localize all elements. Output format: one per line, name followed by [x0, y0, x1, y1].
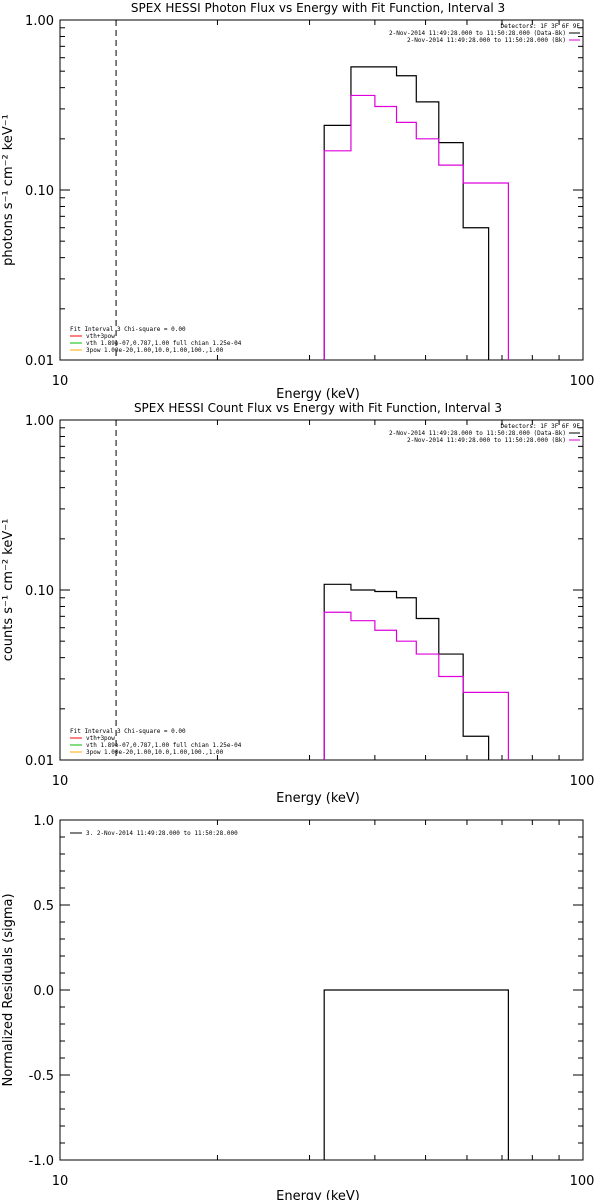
x-tick-label: 10: [52, 1174, 69, 1189]
fit-legend-item: vth+3pow: [86, 333, 115, 340]
detectors-label: Detectors: 1F 3F 6F 9F: [501, 23, 581, 30]
panel-count-flux: SPEX HESSI Count Flux vs Energy with Fit…: [1, 401, 594, 806]
axis-ticks: [59, 19, 584, 361]
fit-legend: Fit Interval 3 Chi-square = 0.00 vth+3po…: [70, 728, 242, 756]
y-tick-label: -1.0: [29, 1154, 54, 1169]
x-tick-label: 10: [52, 374, 69, 389]
fit-legend-item: vth 1.89e-07,0.787,1.00 full chian 1.25e…: [86, 742, 242, 749]
y-tick-label: -0.5: [29, 1069, 54, 1084]
x-tick-label: 100: [570, 374, 595, 389]
legend: 3. 2-Nov-2014 11:49:28.000 to 11:50:28.0…: [70, 830, 238, 837]
series-line-1: [323, 94, 509, 360]
y-axis-label: photons s⁻¹ cm⁻² keV⁻¹: [1, 114, 16, 266]
series-group: [323, 583, 509, 760]
x-tick-label: 10: [52, 774, 69, 789]
y-tick-label: 0.5: [33, 899, 54, 914]
series-line-0: [323, 66, 490, 360]
axis-ticks: [59, 819, 584, 1161]
fit-legend-item: vth+3pow: [86, 735, 115, 742]
fit-legend: Fit Interval 3 Chi-square = 0.00 vth+3po…: [70, 326, 242, 354]
legend: 2-Nov-2014 11:49:28.000 to 11:50:28.000 …: [389, 30, 580, 44]
fit-legend-item: vth 1.89e-07,0.787,1.00 full chian 1.25e…: [86, 340, 242, 347]
axis-ticks: [59, 419, 584, 761]
legend: 2-Nov-2014 11:49:28.000 to 11:50:28.000 …: [389, 430, 580, 444]
y-axis-label: Normalized Residuals (sigma): [1, 893, 16, 1086]
detectors-label: Detectors: 1F 3F 6F 9F: [501, 423, 581, 430]
panel-residuals: Energy (keV) Normalized Residuals (sigma…: [1, 814, 594, 1200]
series-line-1: [323, 611, 509, 760]
series-group: [323, 66, 509, 360]
panel-photon-flux: SPEX HESSI Photon Flux vs Energy with Fi…: [1, 1, 594, 402]
y-tick-label: 1.0: [33, 814, 54, 829]
x-tick-label: 100: [570, 774, 595, 789]
y-tick-label: 0.10: [25, 184, 54, 199]
chart-title: SPEX HESSI Photon Flux vs Energy with Fi…: [131, 1, 505, 15]
series-group: [323, 989, 509, 1160]
y-tick-label: 0.10: [25, 584, 54, 599]
plot-frame: [59, 19, 584, 361]
fit-legend-item: 3pow 1.00e-20,1.00,10.0,1.00,100.,1.00: [86, 347, 224, 354]
fit-legend-header: Fit Interval 3 Chi-square = 0.00: [70, 728, 186, 735]
x-tick-label: 100: [570, 1174, 595, 1189]
legend-entry-residual: 3. 2-Nov-2014 11:49:28.000 to 11:50:28.0…: [86, 830, 238, 837]
x-axis-label: Energy (keV): [276, 387, 360, 402]
y-tick-label: 0.01: [25, 354, 54, 369]
chart-title: SPEX HESSI Count Flux vs Energy with Fit…: [134, 401, 502, 415]
x-axis-label: Energy (keV): [276, 1189, 360, 1200]
plot-frame: [59, 419, 584, 761]
legend-entry-data-bk: 2-Nov-2014 11:49:28.000 to 11:50:28.000 …: [389, 430, 566, 437]
series-line-0: [323, 989, 509, 1160]
legend-entry-data-bk: 2-Nov-2014 11:49:28.000 to 11:50:28.000 …: [389, 30, 566, 37]
y-tick-label: 1.00: [25, 414, 54, 429]
legend-entry-bk: 2-Nov-2014 11:49:28.000 to 11:50:28.000 …: [407, 37, 566, 44]
fit-legend-item: 3pow 1.00e-20,1.00,10.0,1.00,100.,1.00: [86, 749, 224, 756]
fit-legend-header: Fit Interval 3 Chi-square = 0.00: [70, 326, 186, 333]
y-tick-label: 1.00: [25, 14, 54, 29]
legend-entry-bk: 2-Nov-2014 11:49:28.000 to 11:50:28.000 …: [407, 437, 566, 444]
y-tick-label: 0.0: [33, 984, 54, 999]
y-axis-label: counts s⁻¹ cm⁻² keV⁻¹: [1, 519, 16, 662]
series-line-0: [323, 583, 490, 760]
x-axis-label: Energy (keV): [276, 791, 360, 806]
y-tick-label: 0.01: [25, 754, 54, 769]
